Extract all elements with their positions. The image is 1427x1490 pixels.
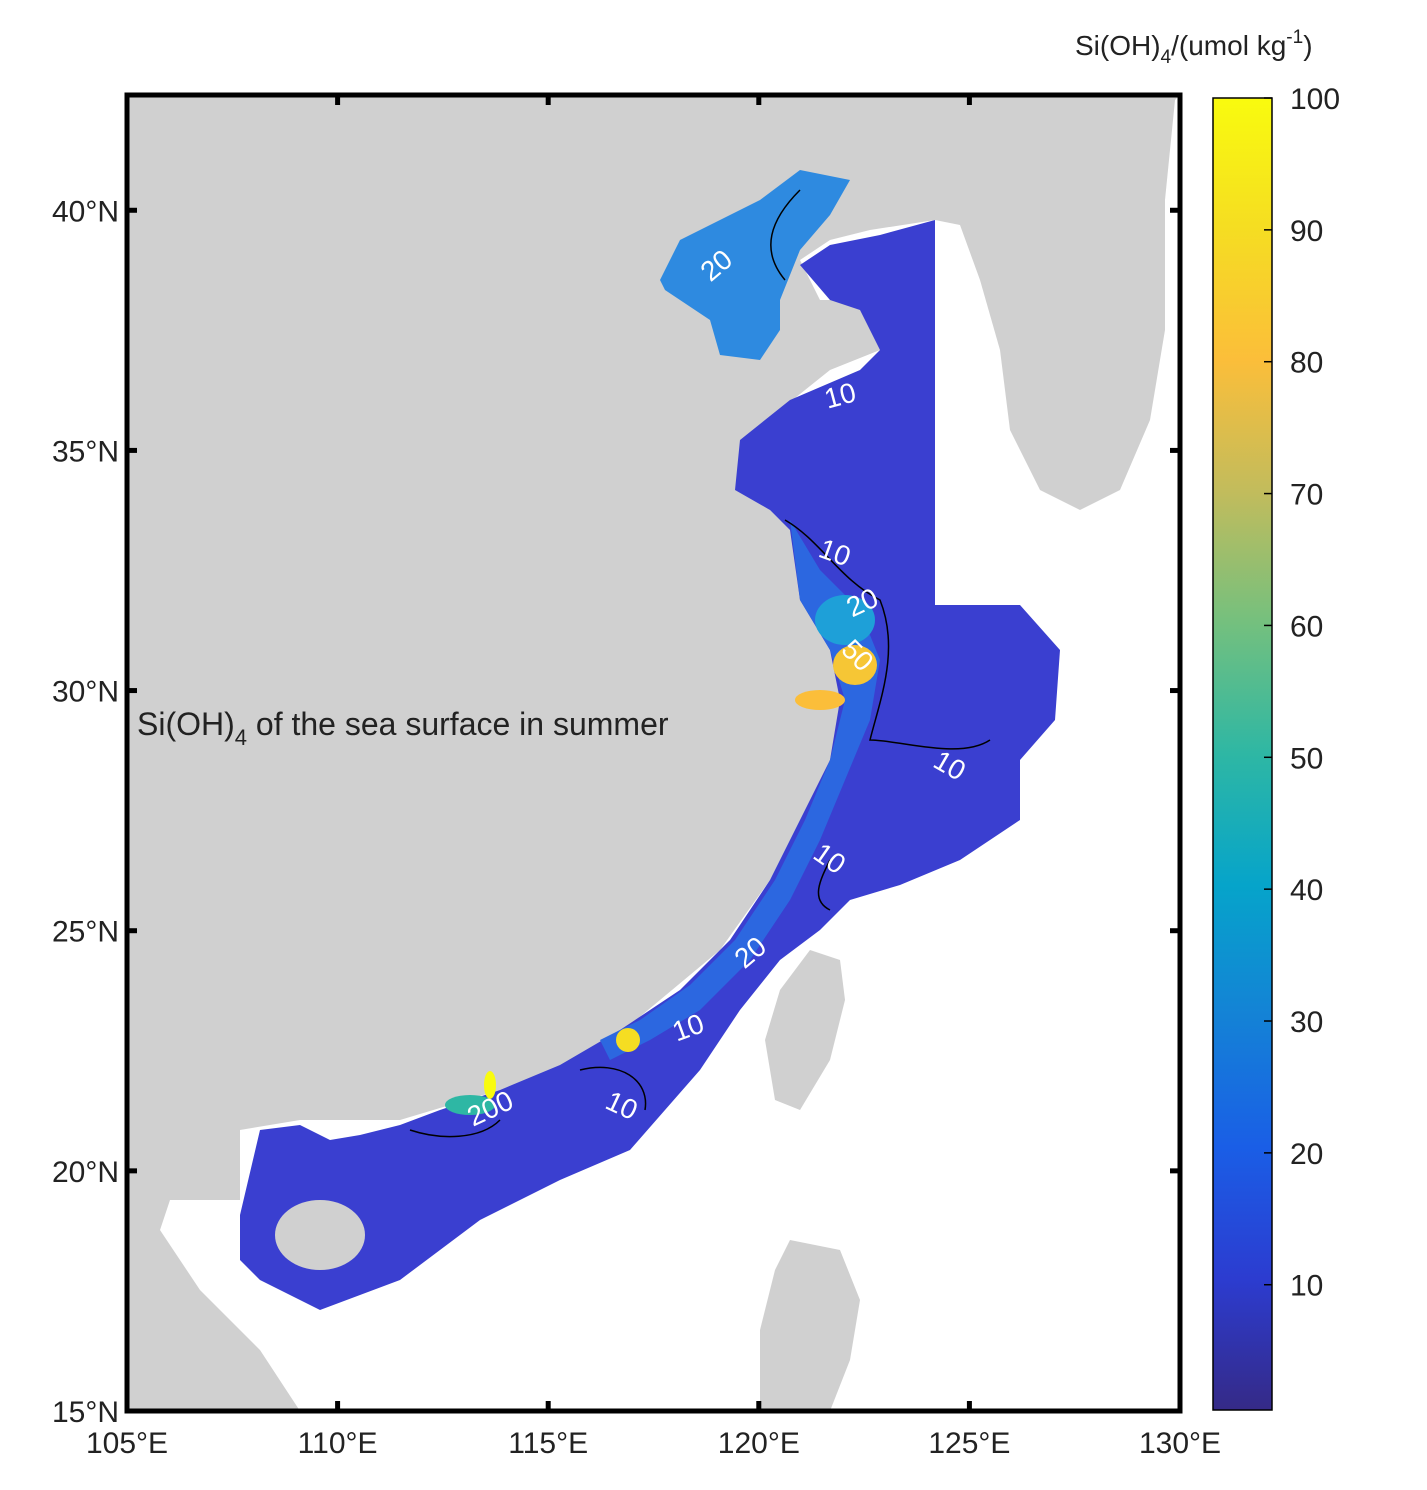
map-frame xyxy=(124,92,1183,1414)
x-tick-label: 110°E xyxy=(298,1427,378,1460)
x-tick-label: 115°E xyxy=(508,1427,588,1460)
contour-line xyxy=(579,1066,647,1111)
y-tick-label: 40°N xyxy=(52,195,119,228)
map-title: Si(OH)4 of the sea surface in summer xyxy=(137,706,669,750)
contour-lines xyxy=(409,189,991,1138)
colorbar xyxy=(1212,97,1273,1411)
y-tick-label: 25°N xyxy=(52,916,119,949)
sea-surface-field xyxy=(240,220,1060,1310)
plume xyxy=(445,1095,495,1115)
island xyxy=(765,950,845,1110)
colorbar-tick-label: 90 xyxy=(1290,215,1323,248)
colorbar-tick-label: 50 xyxy=(1290,742,1323,775)
plume xyxy=(616,1028,640,1052)
colorbar-tick-label: 80 xyxy=(1290,347,1323,380)
colorbar-tick-label: 30 xyxy=(1290,1006,1323,1039)
y-tick-label: 35°N xyxy=(52,435,119,468)
y-tick-label: 20°N xyxy=(52,1156,119,1189)
island xyxy=(275,1200,365,1270)
colorbar-label: Si(OH)4/(umol kg-1) xyxy=(1075,27,1313,68)
y-tick-label: 30°N xyxy=(52,676,119,709)
island xyxy=(760,1240,860,1411)
x-tick-label: 125°E xyxy=(928,1427,1010,1460)
contour-line xyxy=(409,1119,501,1138)
colorbar-tick-label: 60 xyxy=(1290,610,1323,643)
colorbar-tick-label: 20 xyxy=(1290,1138,1323,1171)
plume xyxy=(815,595,875,645)
colorbar-tick-label: 70 xyxy=(1290,479,1323,512)
contour-line xyxy=(817,859,831,911)
x-tick-label: 130°E xyxy=(1139,1427,1221,1460)
y-tick-label: 15°N xyxy=(52,1396,119,1429)
plume xyxy=(484,1071,496,1099)
x-tick-label: 105°E xyxy=(86,1427,168,1460)
x-tick-label: 120°E xyxy=(718,1427,800,1460)
plume xyxy=(795,690,845,710)
plume xyxy=(833,645,877,685)
colorbar-tick-label: 100 xyxy=(1290,83,1340,116)
bohai-field xyxy=(660,170,850,360)
colorbar-tick-label: 40 xyxy=(1290,874,1323,907)
colorbar-tick-label: 10 xyxy=(1290,1270,1323,1303)
coastal-field xyxy=(600,520,880,1060)
contour-line xyxy=(784,519,991,750)
contour-line xyxy=(770,189,801,281)
